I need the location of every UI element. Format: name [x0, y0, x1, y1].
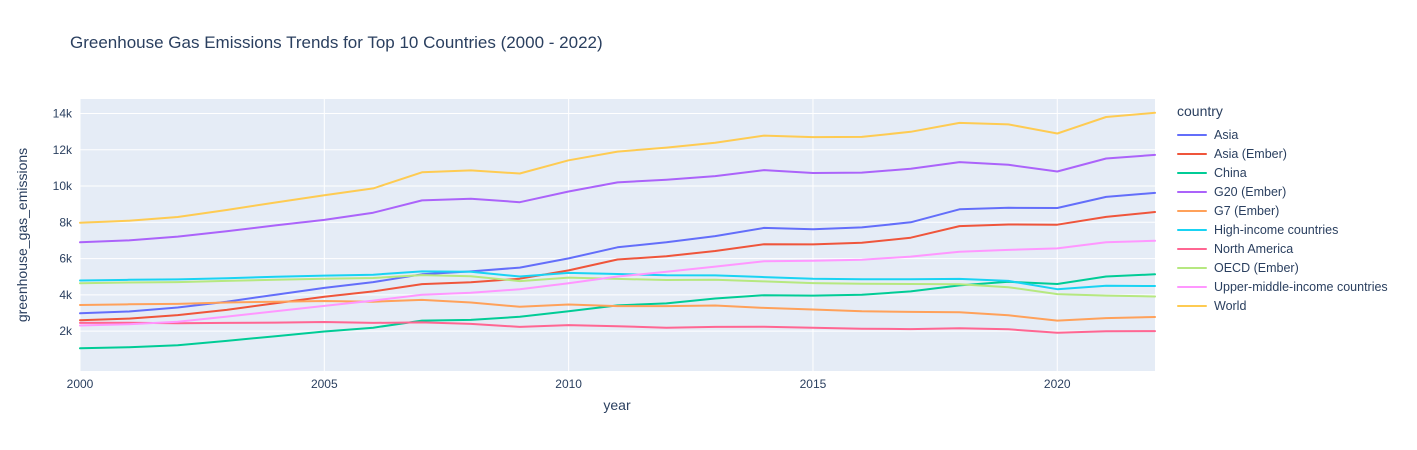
legend-line-swatch [1177, 190, 1207, 193]
legend-label: World [1214, 298, 1247, 313]
y-tick-label: 8k [59, 215, 73, 229]
y-tick-label: 10k [53, 179, 73, 193]
legend-label: G7 (Ember) [1214, 203, 1280, 218]
legend-label: Asia (Ember) [1214, 146, 1287, 161]
y-tick-label: 14k [53, 107, 73, 121]
plot-area[interactable] [80, 99, 1155, 371]
legend-item[interactable]: World [1177, 296, 1412, 315]
legend-label: OECD (Ember) [1214, 260, 1299, 275]
x-tick-label: 2005 [311, 377, 338, 391]
y-tick-label: 12k [53, 143, 73, 157]
legend-line-swatch [1177, 247, 1207, 250]
x-tick-label: 2015 [800, 377, 827, 391]
y-axis-title: greenhouse_gas_emissions [14, 148, 30, 322]
legend-label: China [1214, 165, 1247, 180]
legend-item[interactable]: Asia [1177, 125, 1412, 144]
legend-item[interactable]: China [1177, 163, 1412, 182]
legend-item[interactable]: OECD (Ember) [1177, 258, 1412, 277]
legend-line-swatch [1177, 133, 1207, 136]
x-tick-label: 2000 [67, 377, 94, 391]
legend-item[interactable]: Asia (Ember) [1177, 144, 1412, 163]
legend-line-swatch [1177, 171, 1207, 174]
y-tick-label: 6k [59, 252, 73, 266]
legend-line-swatch [1177, 266, 1207, 269]
series-line-north-america[interactable] [79, 321, 1156, 334]
legend-line-swatch [1177, 209, 1207, 212]
series-line-asia[interactable] [79, 191, 1156, 315]
series-line-high-income-countries[interactable] [79, 270, 1156, 291]
chart-title: Greenhouse Gas Emissions Trends for Top … [70, 33, 603, 52]
legend-item[interactable]: North America [1177, 239, 1412, 258]
legend-label: High-income countries [1214, 222, 1339, 237]
series-line-upper-middle-income-countries[interactable] [79, 239, 1156, 327]
legend-label: Asia [1214, 127, 1239, 142]
series-line-g7-ember[interactable] [79, 298, 1156, 322]
legend-item[interactable]: G20 (Ember) [1177, 182, 1412, 201]
legend-item[interactable]: G7 (Ember) [1177, 201, 1412, 220]
series-line-world[interactable] [79, 111, 1156, 224]
x-tick-label: 2020 [1044, 377, 1071, 391]
series-line-oecd-ember[interactable] [79, 274, 1156, 298]
legend-label: North America [1214, 241, 1294, 256]
series-line-asia-ember[interactable] [79, 211, 1156, 322]
x-axis-title: year [603, 397, 631, 413]
x-tick-label: 2010 [555, 377, 582, 391]
series-line-g20-ember[interactable] [79, 153, 1156, 244]
legend-item[interactable]: Upper-middle-income countries [1177, 277, 1412, 296]
legend: country Asia Asia (Ember) China G20 (Ember)… [1177, 103, 1412, 315]
y-tick-label: 4k [59, 288, 73, 302]
legend-line-swatch [1177, 285, 1207, 288]
y-tick-label: 2k [59, 324, 73, 338]
legend-line-swatch [1177, 304, 1207, 307]
legend-line-swatch [1177, 228, 1207, 231]
legend-item[interactable]: High-income countries [1177, 220, 1412, 239]
legend-line-swatch [1177, 152, 1207, 155]
legend-label: Upper-middle-income countries [1214, 279, 1388, 294]
plot-layer: 2k 4k 6k 8k 10k 12k 14k 2000 2005 2010 2015 2020 [53, 99, 1156, 391]
legend-items: Asia Asia (Ember) China G20 (Ember) G7 (Embe… [1177, 125, 1412, 315]
legend-title: country [1177, 103, 1223, 119]
legend-label: G20 (Ember) [1214, 184, 1287, 199]
